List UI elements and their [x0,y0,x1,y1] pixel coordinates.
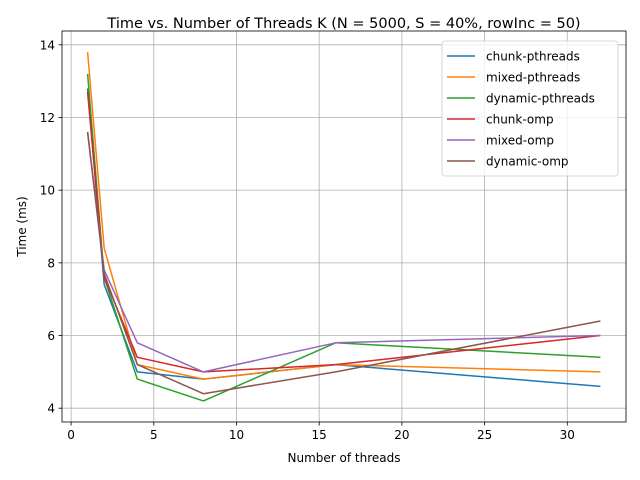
y-axis-label: Time (ms) [15,196,29,258]
series-lines [86,52,601,402]
y-tick-label: 12 [40,111,55,125]
legend-label-dynamic-omp: dynamic-omp [486,155,569,169]
y-tick-label: 10 [40,184,55,198]
y-tick-label: 8 [47,256,55,270]
y-tick-label: 4 [47,402,55,416]
legend-label-chunk-omp: chunk-omp [486,113,554,127]
legend-label-mixed-omp: mixed-omp [486,134,554,148]
x-tick-label: 20 [394,428,409,442]
x-axis-ticks: 0 5 10 15 20 25 30 [67,422,575,442]
y-tick-label: 6 [47,329,55,343]
x-tick-label: 5 [150,428,158,442]
chart-title: Time vs. Number of Threads K (N = 5000, … [106,16,580,32]
x-tick-label: 10 [229,428,244,442]
x-tick-label: 30 [560,428,575,442]
plot-frame [61,30,627,423]
y-tick-label: 14 [40,38,55,52]
legend-label-chunk-pthreads: chunk-pthreads [486,50,580,64]
x-tick-label: 15 [312,428,327,442]
grid-lines [62,31,626,422]
series-line-mixed-pthreads [86,52,601,380]
x-tick-label: 0 [67,428,75,442]
legend-label-mixed-pthreads: mixed-pthreads [486,71,580,85]
x-tick-label: 25 [477,428,492,442]
legend: chunk-pthreads mixed-pthreads dynamic-pthr… [441,40,619,177]
series-line-dynamic-omp [86,131,601,395]
legend-label-dynamic-pthreads: dynamic-pthreads [486,92,595,106]
legend-box [441,40,619,177]
x-axis-label: Number of threads [288,451,401,465]
y-axis-ticks: 4 6 8 10 12 14 [40,38,62,416]
